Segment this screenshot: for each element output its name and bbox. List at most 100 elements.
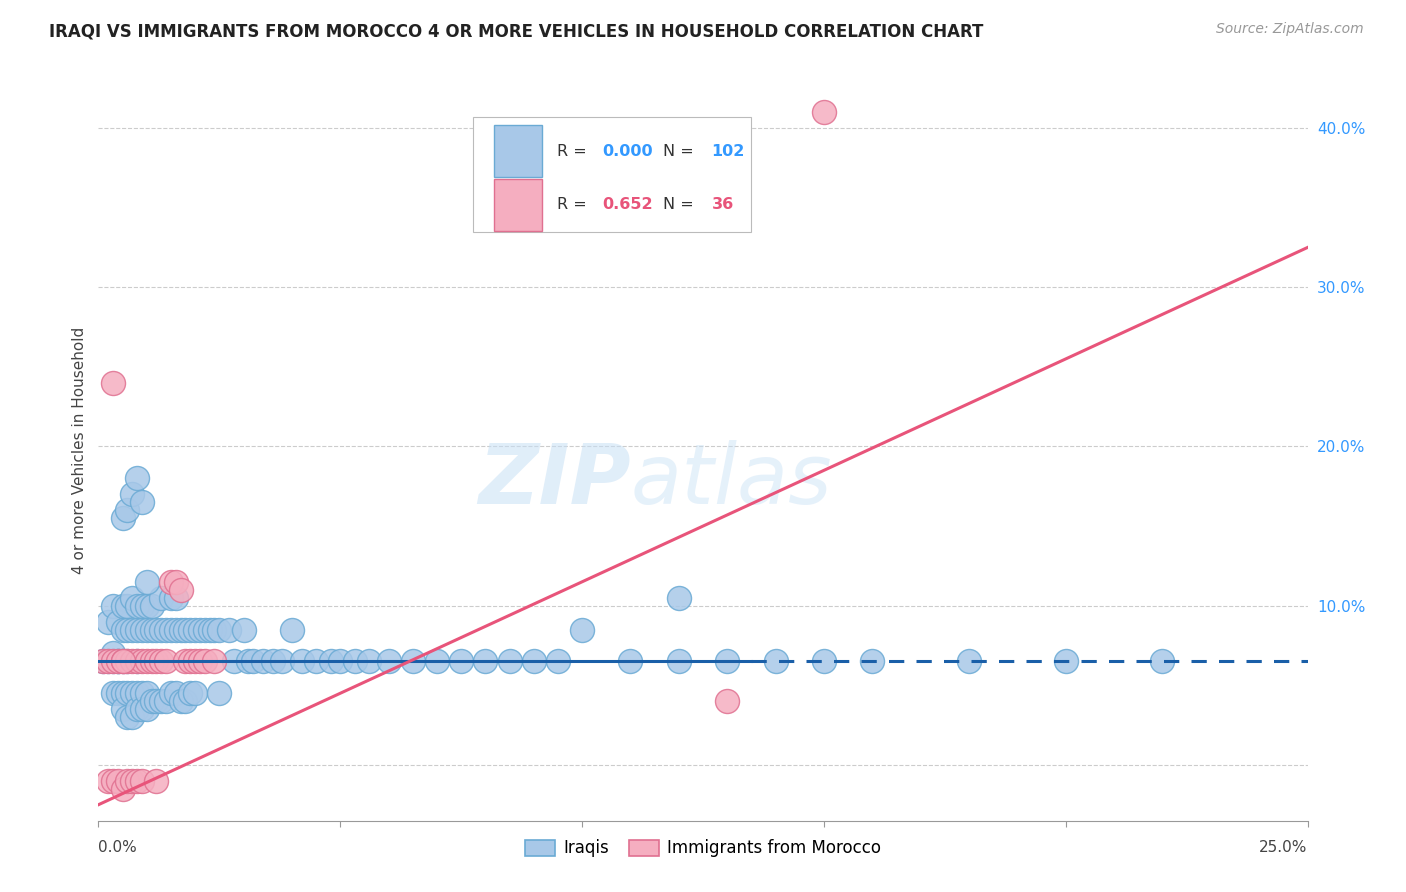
Point [131, 702, 153, 716]
Legend: Iraqis, Immigrants from Morocco: Iraqis, Immigrants from Morocco [519, 833, 887, 864]
Text: N =: N = [664, 144, 699, 159]
Point [329, 655, 352, 669]
Point [204, 623, 226, 637]
Point [107, 773, 129, 788]
Point [101, 655, 124, 669]
Point [523, 655, 546, 669]
Point [117, 655, 139, 669]
Point [121, 487, 143, 501]
Point [111, 511, 134, 525]
Point [111, 599, 134, 613]
Point [107, 615, 129, 629]
Point [155, 623, 177, 637]
FancyBboxPatch shape [474, 117, 751, 232]
Point [121, 773, 143, 788]
Point [135, 655, 157, 669]
Point [135, 599, 157, 613]
Point [188, 623, 211, 637]
Point [165, 686, 187, 700]
Point [135, 623, 157, 637]
Point [242, 655, 264, 669]
Point [131, 773, 153, 788]
Point [97, 615, 120, 629]
Point [238, 655, 260, 669]
Text: R =: R = [557, 144, 592, 159]
Point [208, 623, 231, 637]
Point [97, 655, 120, 669]
Point [184, 655, 207, 669]
Point [169, 694, 191, 708]
Point [117, 503, 139, 517]
Text: 102: 102 [711, 144, 745, 159]
Point [204, 655, 226, 669]
Point [121, 655, 143, 669]
Text: atlas: atlas [630, 440, 832, 521]
Point [165, 574, 187, 589]
Point [174, 694, 197, 708]
Point [150, 694, 173, 708]
Point [127, 686, 149, 700]
Point [402, 655, 425, 669]
Point [169, 623, 191, 637]
Point [111, 655, 134, 669]
Point [145, 655, 167, 669]
Point [117, 623, 139, 637]
Point [131, 686, 153, 700]
Point [194, 655, 217, 669]
Point [179, 623, 201, 637]
Point [160, 574, 183, 589]
Point [111, 702, 134, 716]
Point [716, 655, 738, 669]
Point [117, 655, 139, 669]
Point [101, 686, 124, 700]
Point [155, 694, 177, 708]
Point [271, 655, 294, 669]
Point [135, 702, 157, 716]
Point [957, 655, 980, 669]
Point [97, 655, 120, 669]
Point [716, 694, 738, 708]
Point [1054, 655, 1077, 669]
Point [111, 655, 134, 669]
Point [135, 686, 157, 700]
Point [121, 623, 143, 637]
Point [107, 686, 129, 700]
Point [121, 591, 143, 605]
Point [184, 686, 207, 700]
Point [141, 694, 163, 708]
Point [101, 647, 124, 661]
Point [150, 655, 173, 669]
Point [117, 599, 139, 613]
Point [619, 655, 641, 669]
Point [101, 599, 124, 613]
Point [101, 376, 124, 390]
Point [290, 655, 312, 669]
Point [184, 623, 207, 637]
Text: 0.0%: 0.0% [98, 839, 138, 855]
Point [252, 655, 274, 669]
Point [160, 591, 183, 605]
Point [131, 599, 153, 613]
Point [174, 655, 197, 669]
Point [198, 623, 221, 637]
Point [218, 623, 240, 637]
Point [121, 686, 143, 700]
Point [107, 655, 129, 669]
Point [127, 773, 149, 788]
Point [131, 495, 153, 509]
Point [127, 655, 149, 669]
Point [111, 623, 134, 637]
Point [131, 655, 153, 669]
Point [117, 686, 139, 700]
Point [135, 574, 157, 589]
Text: IRAQI VS IMMIGRANTS FROM MOROCCO 4 OR MORE VEHICLES IN HOUSEHOLD CORRELATION CHA: IRAQI VS IMMIGRANTS FROM MOROCCO 4 OR MO… [49, 22, 984, 40]
Point [179, 686, 201, 700]
Point [127, 655, 149, 669]
Point [111, 655, 134, 669]
Text: 25.0%: 25.0% [1260, 839, 1308, 855]
Text: 0.652: 0.652 [603, 197, 654, 212]
Point [117, 773, 139, 788]
Point [813, 105, 835, 120]
Point [131, 623, 153, 637]
Text: N =: N = [664, 197, 699, 212]
